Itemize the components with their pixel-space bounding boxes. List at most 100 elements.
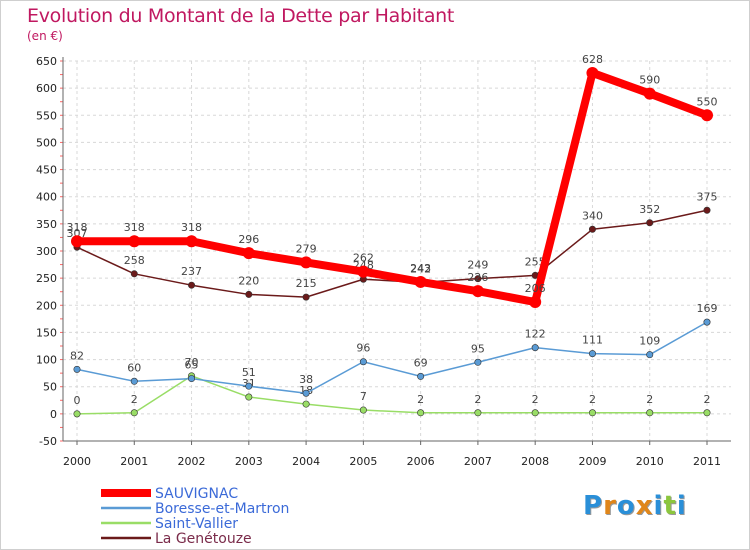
data-point	[417, 372, 425, 380]
data-point	[188, 281, 196, 289]
data-label: 169	[697, 302, 718, 315]
data-label: 2	[532, 393, 539, 406]
data-label: 628	[582, 53, 603, 66]
data-point	[302, 389, 310, 397]
series-sauvignac: 318 318 318 296 279 262 243 226 206 628 590 550	[67, 53, 718, 309]
y-tick-label: 400	[36, 191, 57, 204]
data-label: 69	[414, 356, 428, 369]
data-label: 307	[67, 227, 88, 240]
logo-letter: x	[635, 491, 654, 521]
x-tick-label: 2010	[636, 455, 664, 468]
series-line	[76, 375, 707, 415]
y-tick-label: 500	[36, 136, 57, 149]
data-point	[130, 409, 138, 417]
data-label: 375	[697, 190, 718, 203]
data-point	[73, 410, 81, 418]
data-point	[588, 225, 596, 233]
data-point	[300, 256, 313, 269]
data-point	[242, 247, 255, 260]
data-point	[128, 235, 141, 248]
data-label: 220	[238, 274, 259, 287]
data-point	[643, 87, 656, 100]
data-label: 318	[67, 221, 88, 234]
data-point	[130, 377, 138, 385]
legend-label: SAUVIGNAC	[155, 486, 238, 502]
data-point	[245, 290, 253, 298]
y-tick-label: 50	[43, 381, 57, 394]
axes: -500501001502002503003504004505005506006…	[36, 55, 731, 468]
data-point	[357, 265, 370, 278]
data-point	[185, 235, 198, 248]
data-label: 237	[181, 265, 202, 278]
y-tick-label: 650	[36, 55, 57, 68]
chart-title: Evolution du Montant de la Dette par Hab…	[27, 5, 455, 27]
data-point	[701, 109, 713, 122]
series-boresse-et-martron: 82 60 65 51 38 96 69 95 122 111 109 169	[70, 302, 718, 397]
data-point	[646, 351, 654, 359]
data-point	[471, 285, 484, 298]
x-tick-label: 2009	[578, 455, 606, 468]
data-label: 65	[185, 359, 199, 372]
y-tick-label: 150	[36, 326, 57, 339]
series-line	[77, 68, 709, 307]
data-label: 258	[124, 254, 145, 267]
data-point	[474, 275, 482, 283]
data-point	[188, 375, 196, 383]
data-label: 215	[296, 277, 317, 290]
x-tick-label: 2007	[464, 455, 492, 468]
chart-unit: (en €)	[27, 29, 63, 43]
data-point	[588, 409, 596, 417]
logo-letter: P	[583, 491, 604, 521]
data-label: 2	[589, 393, 596, 406]
data-label: 249	[467, 259, 488, 272]
series-line	[76, 321, 708, 394]
data-point	[414, 275, 427, 288]
data-label: 2	[646, 393, 653, 406]
data-label: 38	[299, 373, 313, 386]
x-tick-label: 2006	[407, 455, 435, 468]
y-tick-label: 350	[36, 218, 57, 231]
data-label: 340	[582, 209, 603, 222]
data-label: 122	[525, 328, 546, 341]
legend-label: Saint-Vallier	[155, 516, 238, 532]
data-label: 226	[467, 271, 488, 284]
data-point	[359, 406, 367, 414]
y-tick-label: 100	[36, 354, 57, 367]
data-label: 318	[181, 221, 202, 234]
x-tick-label: 2002	[178, 455, 206, 468]
data-point	[302, 400, 310, 408]
data-label: 109	[639, 335, 660, 348]
x-tick-label: 2001	[120, 455, 148, 468]
series-line	[76, 209, 708, 298]
y-tick-label: 600	[36, 82, 57, 95]
data-point	[130, 270, 138, 278]
grid-lines	[63, 60, 731, 442]
data-point	[529, 296, 542, 309]
logo-letter: o	[616, 491, 636, 521]
data-point	[474, 358, 482, 366]
data-label: 550	[697, 95, 718, 108]
series-group: 3072582372202152482422492553403523750270…	[67, 53, 718, 418]
logo-letter: i	[676, 491, 687, 521]
data-point	[302, 293, 310, 301]
data-label: 95	[471, 342, 485, 355]
data-label: 243	[410, 262, 431, 275]
x-tick-label: 2004	[292, 455, 320, 468]
x-tick-label: 2000	[63, 455, 91, 468]
data-point	[646, 219, 654, 227]
data-point	[71, 235, 83, 248]
data-label: 2	[704, 393, 711, 406]
data-point	[586, 66, 599, 79]
y-tick-label: 450	[36, 164, 57, 177]
data-point	[73, 365, 81, 373]
series-la-gen-touze: 307258237220215248242249255340352375	[67, 190, 718, 301]
y-tick-label: 300	[36, 245, 57, 258]
legend-label: La Genétouze	[155, 531, 252, 547]
data-label: 2	[131, 393, 138, 406]
data-label: 279	[296, 242, 317, 255]
y-tick-label: 0	[50, 408, 57, 421]
legend-label: Boresse-et-Martron	[155, 501, 289, 517]
data-label: 2	[474, 393, 481, 406]
data-label: 51	[242, 366, 256, 379]
